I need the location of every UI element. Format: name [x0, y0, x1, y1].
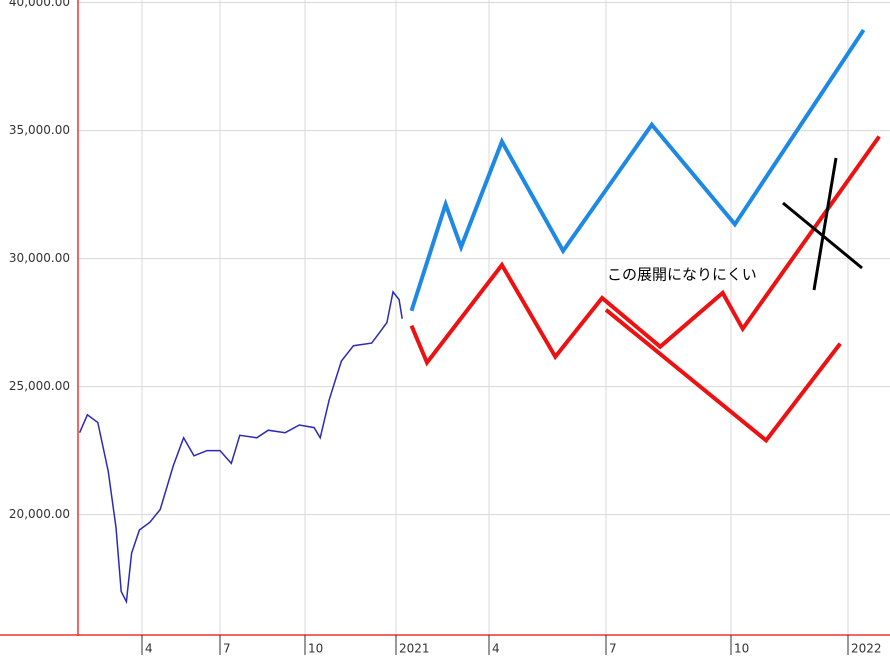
y-tick-label: 20,000.00: [9, 507, 70, 521]
x-tick-label: 10: [308, 642, 323, 656]
plot: [78, 28, 881, 605]
x-tick-label: 4: [492, 642, 500, 656]
x-tick-label: 4: [145, 642, 153, 656]
annotation: この展開になりにくい: [607, 266, 757, 284]
x-tick-label: 10: [734, 642, 749, 656]
x-tick-label: 7: [609, 642, 617, 656]
y-tick-label: 35,000.00: [9, 123, 70, 137]
scenario-line: [409, 28, 866, 312]
cross-stroke: [812, 157, 838, 291]
scenario-line: [604, 308, 842, 444]
scenario-line: [409, 135, 881, 367]
y-tick-label: 30,000.00: [9, 251, 70, 265]
x-tick-label: 7: [223, 642, 231, 656]
x-tick-label: 2022: [851, 642, 882, 656]
grid: [78, 0, 890, 635]
x-tick-label: 2021: [399, 642, 430, 656]
y-tick-label: 25,000.00: [9, 379, 70, 393]
price-line: [78, 290, 403, 605]
y-tick-label: 40,000.00: [9, 0, 70, 9]
